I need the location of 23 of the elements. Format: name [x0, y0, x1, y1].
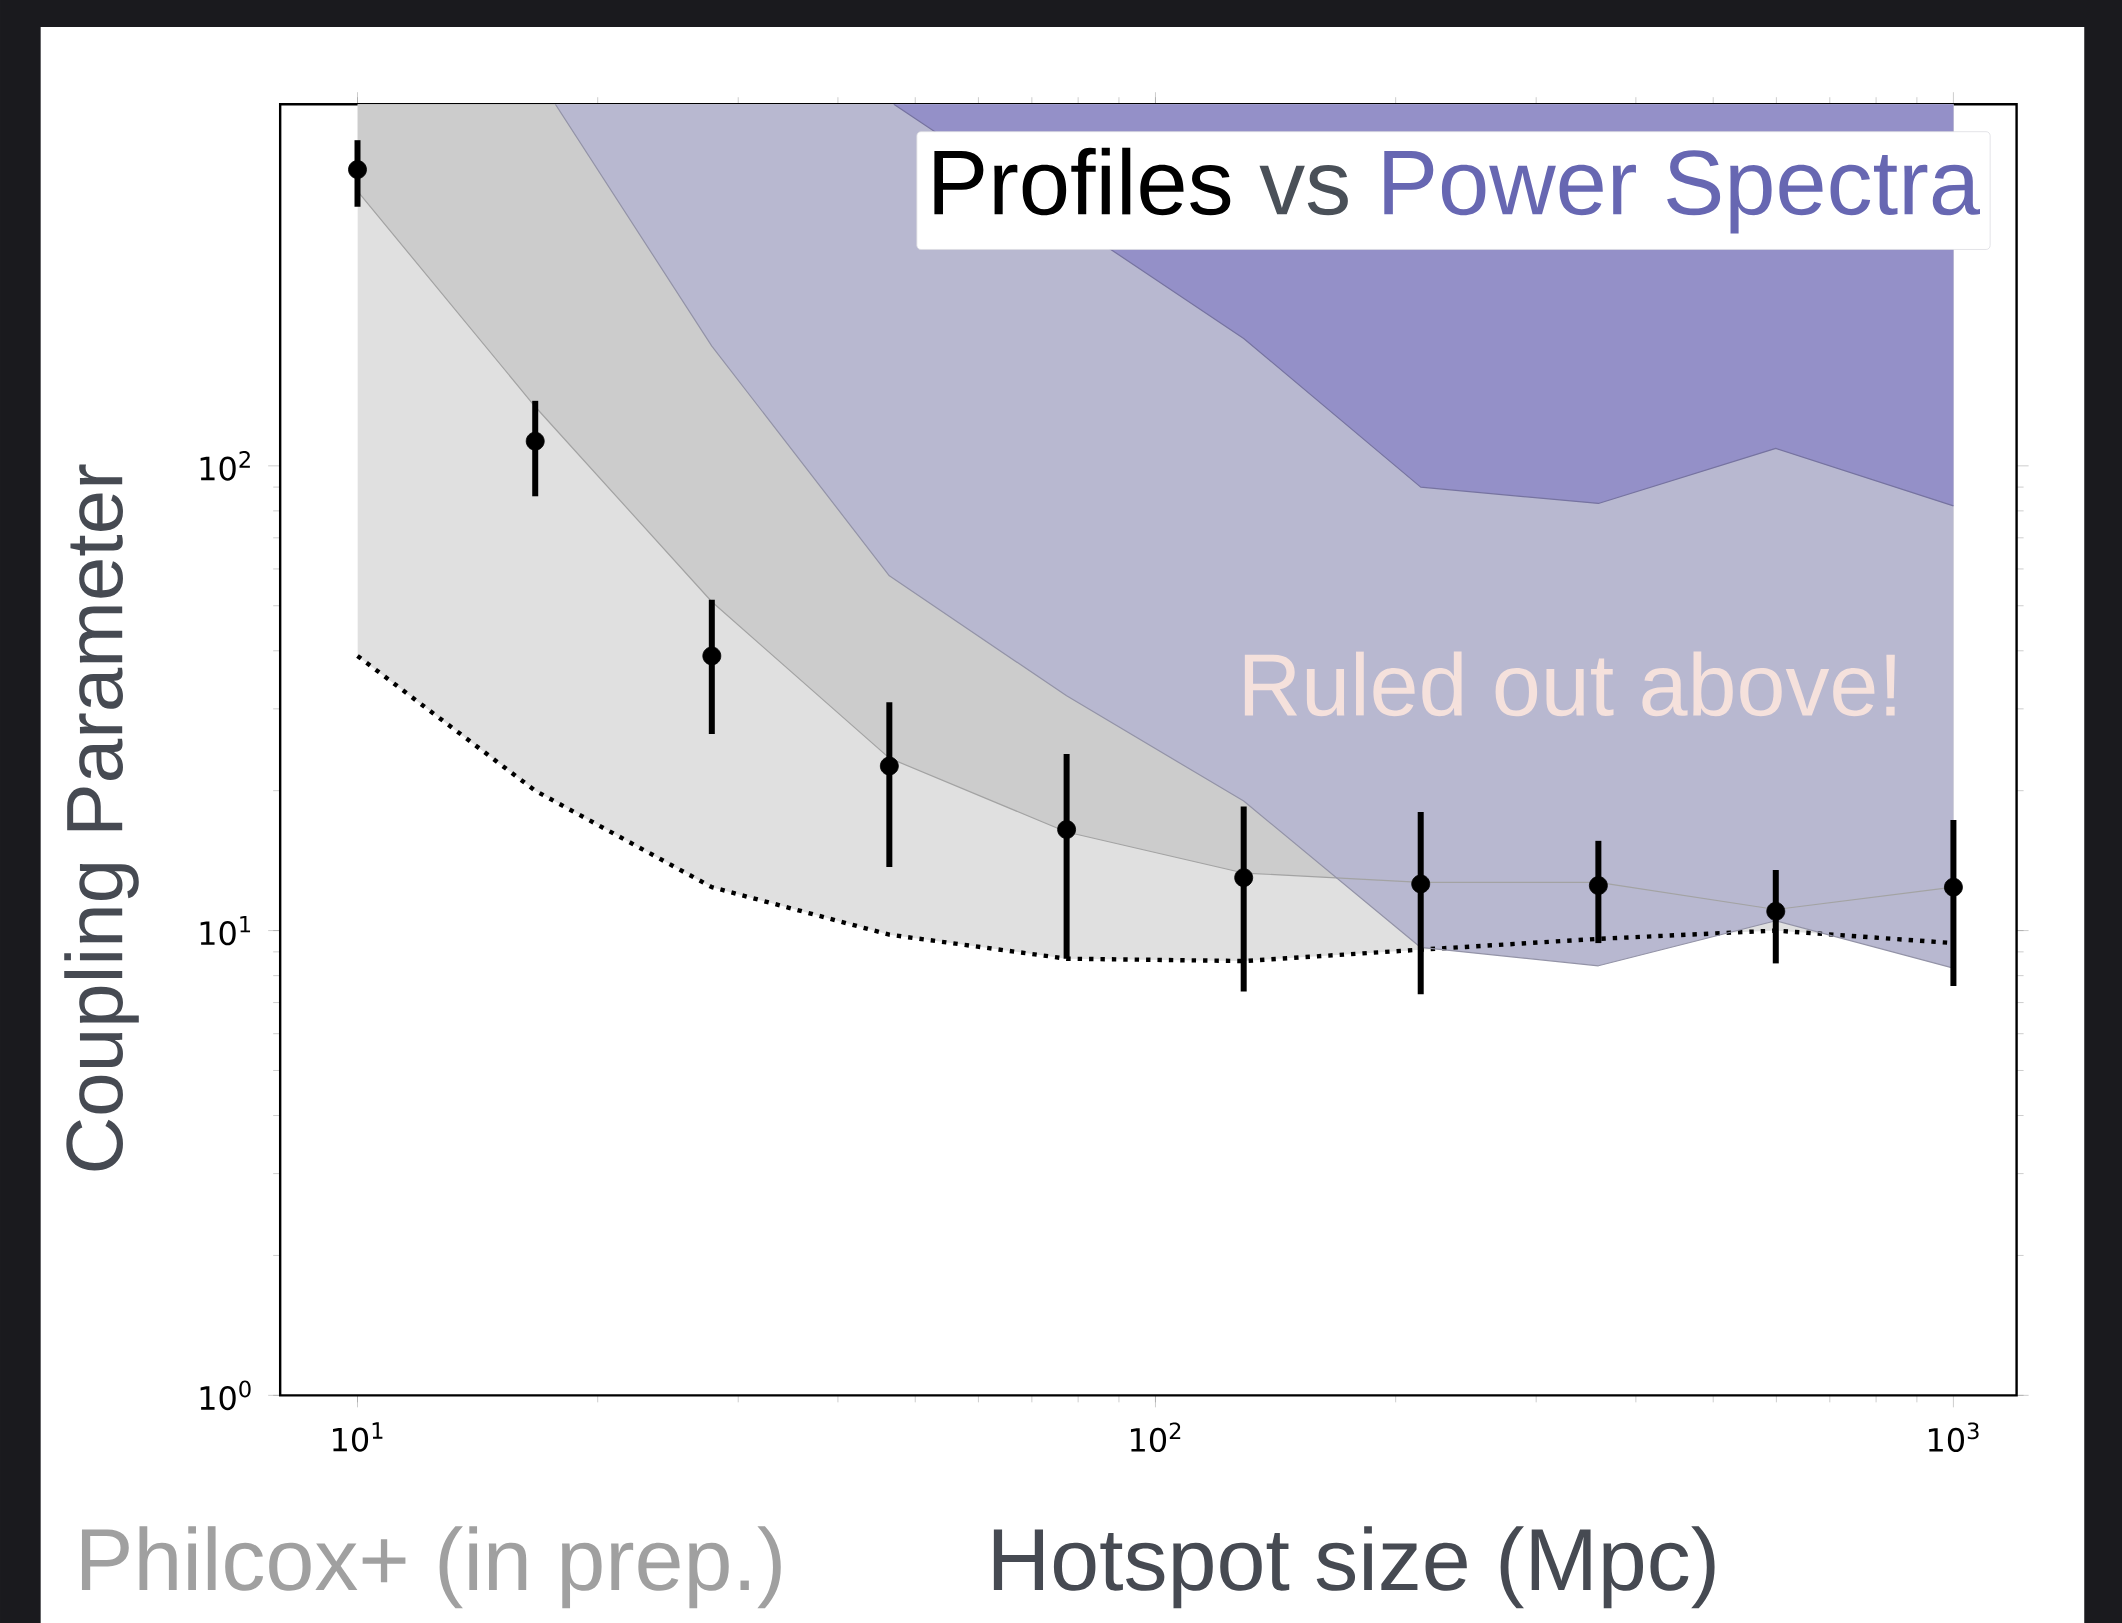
- point: [879, 756, 899, 776]
- point: [1588, 876, 1608, 895]
- point: [1766, 901, 1786, 921]
- annotation: vs: [1259, 164, 1348, 216]
- y-tick-label: 10$^{0}$: [200, 1380, 251, 1411]
- x-axis-title: Hotspot size (Mpc): [993, 1526, 1715, 1609]
- point: [1411, 874, 1431, 894]
- point: [525, 431, 545, 451]
- y-tick-label: 10$^{1}$: [200, 915, 251, 946]
- series-label: Power Spectra: [1384, 150, 1980, 234]
- point: [348, 160, 367, 179]
- y-axis-title: Coupling Parameter: [64, 464, 139, 1171]
- point: [1057, 820, 1077, 839]
- x-tick-label: 10$^{3}$: [1928, 1422, 1979, 1452]
- annotation: Ruled out above!: [1244, 651, 1895, 717]
- y-tick-label: 10$^{2}$: [200, 451, 250, 481]
- point: [702, 646, 722, 666]
- text: Philcox+ (in prep.): [81, 1526, 781, 1609]
- point: [1234, 868, 1254, 888]
- x-tick-label: 10$^{1}$: [333, 1422, 383, 1452]
- x-tick-label: 10$^{2}$: [1130, 1422, 1181, 1452]
- point: [1944, 877, 1963, 897]
- text: Profiles: [934, 147, 1231, 216]
